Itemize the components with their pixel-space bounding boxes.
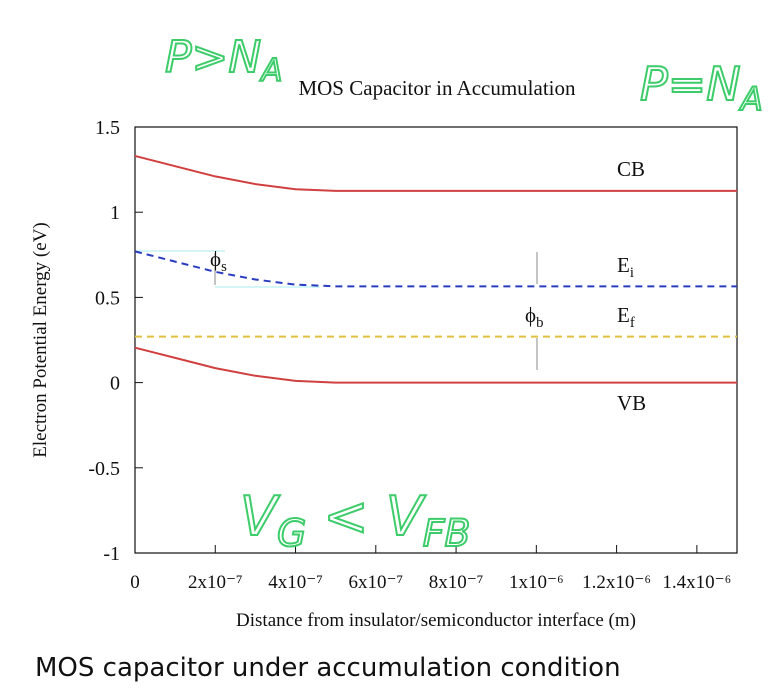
subscript: A [259,53,282,89]
annotation: Ef [617,303,635,331]
subscript: b [536,315,543,331]
annotation: ϕb [525,303,543,331]
y-tick-label: 1.5 [95,117,120,139]
subscript: G [277,511,306,555]
x-tick-label: 6x10⁻⁷ [348,572,403,593]
text-part: P=N [640,57,741,111]
series-line [134,154,737,192]
subscript: f [630,315,635,331]
subscript: s [221,259,227,275]
text-part: VB [617,391,646,415]
phi-arrows [137,250,538,370]
y-tick-label: 0.5 [95,287,120,309]
caption: MOS capacitor under accumulation conditi… [35,653,621,683]
annotation: ϕs [210,247,227,275]
x-tick-label: 1.2x10⁻⁶ [582,572,651,593]
y-tick-label: -1 [103,543,120,565]
y-axis-label: Electron Potential Energy (eV) [30,222,51,458]
series-line [134,250,737,288]
subscript: A [739,80,763,118]
series-line [134,346,737,384]
text-part: CB [617,157,645,181]
x-axis-label: Distance from insulator/semiconductor in… [236,610,636,631]
handwritten-note: P=NA [640,57,763,118]
handwritten-note: VG < VFB [240,485,470,555]
y-tick-label: 1 [110,202,120,224]
chart-title: MOS Capacitor in Accumulation [298,76,576,100]
annotation: VB [617,391,646,415]
x-tick-label: 0 [130,572,140,593]
text-part: E [617,253,630,277]
y-tick-label: 0 [110,373,120,395]
annotation: Ei [617,253,634,281]
subscript: i [630,265,634,281]
text-part: P>N [165,32,261,83]
text-part: E [617,303,630,327]
text-part: ϕ [525,303,536,327]
text-part: ϕ [210,247,221,271]
text-part: V [240,485,281,548]
handwritten-note: P>NA [165,32,282,89]
x-tick-label: 8x10⁻⁷ [429,572,484,593]
x-tick-label: 1x10⁻⁶ [509,572,564,593]
plot-frame [134,126,738,554]
x-tick-label: 2x10⁻⁷ [188,572,243,593]
y-tick-label: -0.5 [88,458,120,480]
x-tick-label: 1.4x10⁻⁶ [662,572,731,593]
x-tick-label: 4x10⁻⁷ [268,572,323,593]
annotation: CB [617,157,645,181]
text-part: < V [306,485,427,548]
subscript: FB [423,511,471,555]
